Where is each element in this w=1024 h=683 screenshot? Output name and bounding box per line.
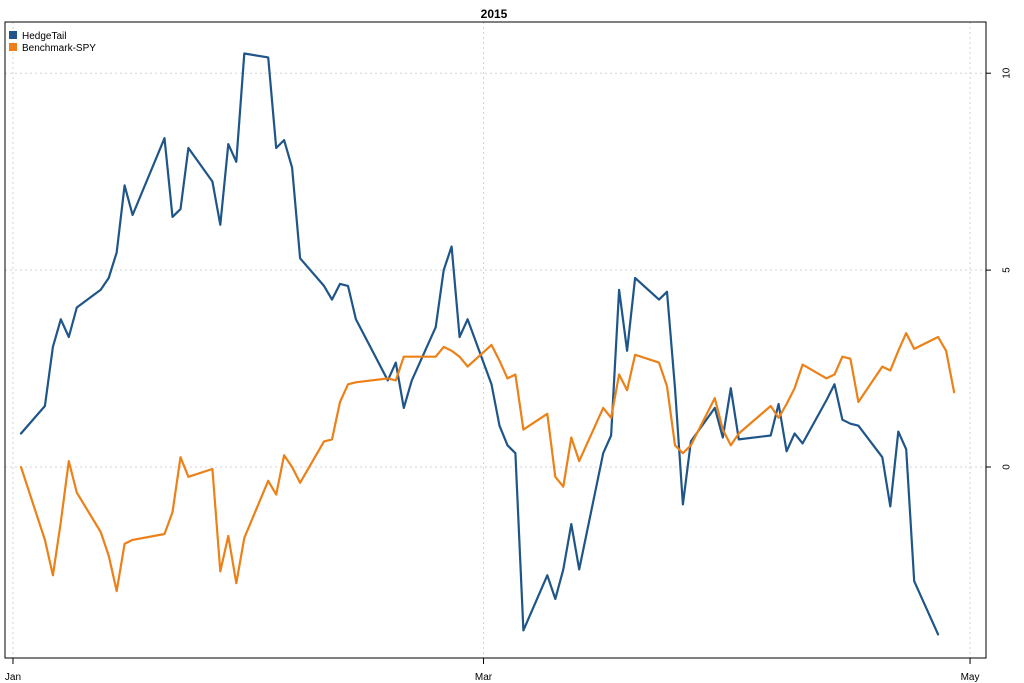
legend-swatch-benchmark-spy [9, 43, 17, 51]
legend-label-hedgetail: HedgeTail [22, 31, 66, 42]
legend-swatch-hedgetail [9, 31, 17, 39]
grid-lines [5, 22, 986, 658]
y-tick-label-10: 10 [1002, 67, 1013, 79]
x-tick-label-may: May [961, 672, 980, 683]
x-tick-label-jan: Jan [5, 672, 21, 683]
series-line-hedgetail [19, 52, 940, 636]
legend: HedgeTail Benchmark-SPY [9, 31, 96, 54]
plot-frame [4, 21, 987, 659]
y-axis: 0 5 10 [986, 67, 1013, 470]
series-lines [19, 52, 956, 636]
y-tick-label-5: 5 [1002, 267, 1013, 273]
chart-title: 2015 [481, 7, 508, 21]
y-tick-label-0: 0 [1002, 464, 1013, 470]
x-tick-label-mar: Mar [475, 672, 493, 683]
x-axis: Jan Mar May [5, 658, 980, 683]
series-line-benchmark-spy [19, 332, 956, 593]
legend-label-benchmark-spy: Benchmark-SPY [22, 43, 96, 54]
